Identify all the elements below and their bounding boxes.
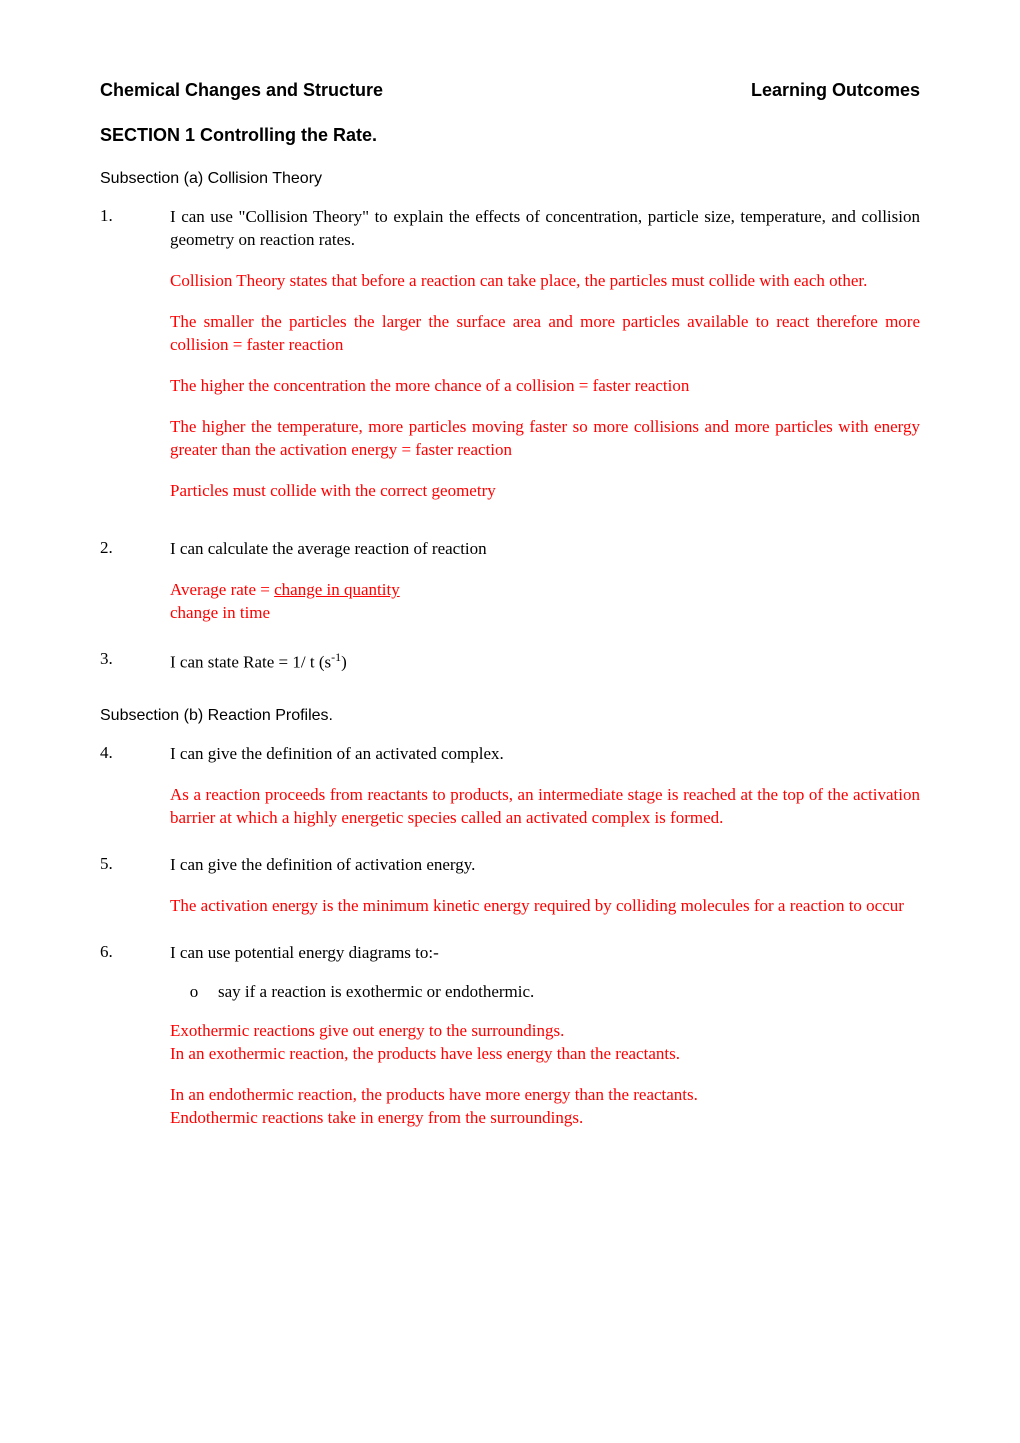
item-2-rate-line1: Average rate = change in quantity	[170, 579, 920, 602]
item-6-text: I can use potential energy diagrams to:-	[170, 942, 920, 965]
section-title: SECTION 1 Controlling the Rate.	[100, 125, 920, 146]
item-3-post: )	[341, 653, 347, 672]
header-right: Learning Outcomes	[751, 80, 920, 101]
item-3: 3. I can state Rate = 1/ t (s-1)	[100, 649, 920, 693]
rate-denominator: change in time	[170, 602, 920, 625]
item-4-text: I can give the definition of an activate…	[170, 743, 920, 766]
item-4-body: I can give the definition of an activate…	[170, 743, 920, 848]
page: Chemical Changes and Structure Learning …	[0, 0, 1020, 1443]
item-6-num: 6.	[100, 942, 170, 1149]
rate-numerator: change in quantity	[274, 580, 400, 599]
item-1-red-3: The higher the concentration the more ch…	[170, 375, 920, 398]
item-5: 5. I can give the definition of activati…	[100, 854, 920, 936]
item-6: 6. I can use potential energy diagrams t…	[100, 942, 920, 1149]
item-3-text: I can state Rate = 1/ t (s-1)	[170, 649, 920, 675]
item-6-red-2b: Endothermic reactions take in energy fro…	[170, 1107, 920, 1130]
item-3-body: I can state Rate = 1/ t (s-1)	[170, 649, 920, 693]
subsection-a: Subsection (a) Collision Theory	[100, 170, 920, 188]
item-2: 2. I can calculate the average reaction …	[100, 538, 920, 643]
item-6-body: I can use potential energy diagrams to:-…	[170, 942, 920, 1149]
header-row: Chemical Changes and Structure Learning …	[100, 80, 920, 101]
bullet-text: say if a reaction is exothermic or endot…	[218, 982, 534, 1002]
bullet-symbol: o	[170, 982, 218, 1002]
item-4: 4. I can give the definition of an activ…	[100, 743, 920, 848]
item-2-num: 2.	[100, 538, 170, 643]
item-5-num: 5.	[100, 854, 170, 936]
item-1-body: I can use "Collision Theory" to explain …	[170, 206, 920, 532]
item-3-sup: -1	[331, 650, 341, 664]
item-1-red-2: The smaller the particles the larger the…	[170, 311, 920, 357]
item-4-num: 4.	[100, 743, 170, 848]
item-5-text: I can give the definition of activation …	[170, 854, 920, 877]
subsection-b: Subsection (b) Reaction Profiles.	[100, 707, 920, 725]
item-5-red-1: The activation energy is the minimum kin…	[170, 895, 920, 918]
item-1-num: 1.	[100, 206, 170, 532]
item-1-red-5: Particles must collide with the correct …	[170, 480, 920, 503]
item-1-text: I can use "Collision Theory" to explain …	[170, 206, 920, 252]
item-2-body: I can calculate the average reaction of …	[170, 538, 920, 643]
rate-label: Average rate =	[170, 580, 274, 599]
item-6-bullet: o say if a reaction is exothermic or end…	[170, 982, 920, 1002]
item-3-pre: I can state Rate = 1/ t (s	[170, 653, 331, 672]
item-3-num: 3.	[100, 649, 170, 693]
item-2-text: I can calculate the average reaction of …	[170, 538, 920, 561]
item-6-red-1b: In an exothermic reaction, the products …	[170, 1043, 920, 1066]
item-6-red-2a: In an endothermic reaction, the products…	[170, 1084, 920, 1107]
item-4-red-1: As a reaction proceeds from reactants to…	[170, 784, 920, 830]
item-1-red-1: Collision Theory states that before a re…	[170, 270, 920, 293]
item-1: 1. I can use "Collision Theory" to expla…	[100, 206, 920, 532]
header-left: Chemical Changes and Structure	[100, 80, 383, 101]
item-1-red-4: The higher the temperature, more particl…	[170, 416, 920, 462]
item-6-red-1a: Exothermic reactions give out energy to …	[170, 1020, 920, 1043]
item-5-body: I can give the definition of activation …	[170, 854, 920, 936]
